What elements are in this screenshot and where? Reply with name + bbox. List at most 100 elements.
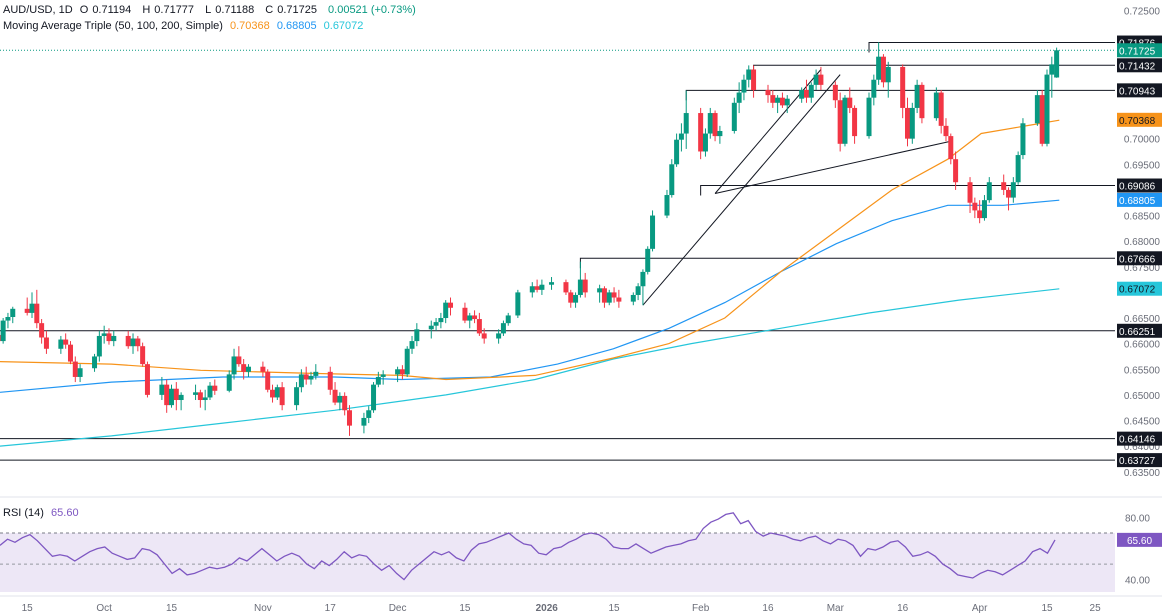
price-tick-label: 0.65500 xyxy=(1124,365,1161,376)
candle-body xyxy=(332,389,338,403)
time-tick-label: Oct xyxy=(96,603,112,614)
price-tick-label: 0.64000 xyxy=(1124,442,1161,453)
open-label: O 0.71194 xyxy=(79,4,132,16)
rsi-value-box xyxy=(1117,532,1162,547)
candle-body xyxy=(943,125,949,137)
candle-body xyxy=(24,308,30,313)
candle-body xyxy=(303,374,309,380)
candle-body xyxy=(876,56,882,80)
candle-body xyxy=(433,322,439,326)
candle-body xyxy=(669,164,675,196)
candle-body xyxy=(169,388,175,406)
resistance-line xyxy=(868,42,1115,53)
candle-body xyxy=(159,384,165,395)
candle-body xyxy=(1039,95,1045,144)
candle-body xyxy=(144,364,150,395)
ma50-value: 0.70368 xyxy=(229,20,270,32)
candle-body xyxy=(448,302,454,308)
price-tick-label: 0.64500 xyxy=(1124,417,1161,428)
symbol-label: AUD/USD, 1D xyxy=(3,4,73,16)
candle-body xyxy=(1054,50,1060,78)
candle-body xyxy=(582,279,588,293)
candle-body xyxy=(361,417,367,426)
candle-body xyxy=(573,294,579,303)
candle-body xyxy=(741,79,747,93)
time-tick-label: Apr xyxy=(972,603,988,614)
candle-body xyxy=(472,315,478,320)
candle-body xyxy=(308,375,314,380)
price-label-box xyxy=(1117,43,1162,58)
candle-body xyxy=(698,113,704,152)
candle-body xyxy=(986,182,992,201)
candle-body xyxy=(577,279,583,295)
candle-body xyxy=(106,333,112,342)
candle-body xyxy=(496,333,502,339)
rsi-line xyxy=(0,512,1056,581)
rsi-tick-label: 80.00 xyxy=(1125,514,1150,525)
candle-body xyxy=(462,307,468,321)
time-tick-label: 15 xyxy=(1041,603,1053,614)
candle-body xyxy=(938,92,944,126)
time-tick-label: 2026 xyxy=(536,603,559,614)
candle-body xyxy=(342,395,348,411)
candle-body xyxy=(77,368,83,377)
candle-body xyxy=(241,364,247,372)
candle-body xyxy=(515,292,521,316)
candle-body xyxy=(640,271,646,287)
candle-body xyxy=(375,376,381,385)
rsi-legend: RSI (14) 65.60 xyxy=(3,507,79,519)
candle-body xyxy=(409,341,415,349)
candle-body xyxy=(67,344,73,362)
candle-body xyxy=(967,182,973,203)
price-tick-label: 0.66500 xyxy=(1124,314,1161,325)
candle-body xyxy=(125,335,131,347)
candle-body xyxy=(842,97,848,144)
candle-body xyxy=(1020,123,1026,156)
price-tick-label: 0.70000 xyxy=(1124,135,1161,146)
candle-body xyxy=(1049,64,1055,75)
candle-body xyxy=(481,333,487,339)
candle-body xyxy=(597,288,603,293)
time-tick-label: Feb xyxy=(692,603,710,614)
candle-body xyxy=(1015,155,1021,183)
rsi-value-text: 65.60 xyxy=(1127,536,1152,547)
price-tick-label: 0.65000 xyxy=(1124,391,1161,402)
candle-body xyxy=(683,113,689,134)
candle-body xyxy=(563,282,569,293)
resistance-line xyxy=(700,185,1115,196)
candle-body xyxy=(193,392,199,395)
candle-body xyxy=(207,385,213,398)
candle-body xyxy=(953,159,959,183)
candle-body xyxy=(39,323,45,338)
rsi-value: 65.60 xyxy=(51,507,79,519)
candle-body xyxy=(395,369,401,375)
candle-body xyxy=(270,389,276,398)
candle-body xyxy=(245,366,251,372)
candle-body xyxy=(871,79,877,98)
price-label-box xyxy=(1117,453,1162,468)
low-label: L 0.71188 xyxy=(205,4,255,16)
candle-body xyxy=(58,339,64,349)
candle-body xyxy=(43,337,49,349)
price-label-box xyxy=(1117,112,1162,127)
candle-body xyxy=(178,394,184,401)
candle-body xyxy=(236,356,242,365)
candle-body xyxy=(770,95,776,103)
candle-body xyxy=(313,371,319,376)
candle-body xyxy=(96,335,102,357)
candle-body xyxy=(279,387,285,406)
candle-body xyxy=(765,89,771,96)
candle-body xyxy=(346,410,352,426)
candle-body xyxy=(380,374,386,377)
time-tick-label: 16 xyxy=(762,603,774,614)
candle-body xyxy=(231,356,237,375)
price-label-box xyxy=(1117,281,1162,296)
time-tick-label: 16 xyxy=(897,603,909,614)
candle-body xyxy=(568,292,574,303)
candle-body xyxy=(948,136,954,160)
candle-body xyxy=(274,387,280,398)
time-tick-label: 15 xyxy=(459,603,471,614)
price-tick-label: 0.72500 xyxy=(1124,7,1161,18)
price-tick-label: 0.66000 xyxy=(1124,340,1161,351)
